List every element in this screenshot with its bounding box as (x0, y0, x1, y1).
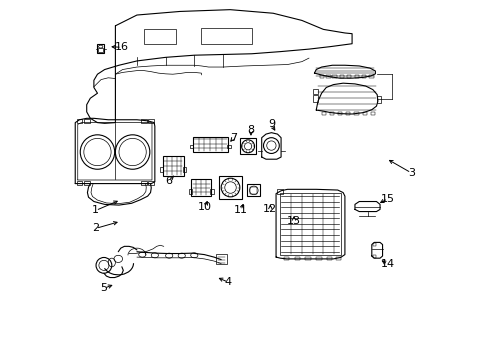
Text: 15: 15 (380, 194, 394, 204)
Bar (191, 179, 211, 197)
Bar (368, 75, 373, 78)
Bar (97, 44, 104, 53)
Bar (335, 257, 341, 260)
Bar (83, 181, 89, 185)
Text: 14: 14 (380, 259, 394, 269)
Bar (346, 112, 350, 115)
Bar (321, 112, 325, 115)
Bar (372, 255, 376, 258)
Bar (192, 137, 227, 152)
Bar (362, 112, 366, 115)
Bar (372, 243, 376, 246)
Bar (316, 257, 321, 260)
Bar (294, 257, 300, 260)
Bar (240, 138, 255, 154)
Bar (183, 167, 186, 172)
Bar (226, 145, 230, 148)
Bar (83, 119, 89, 123)
Bar (284, 257, 289, 260)
Bar (279, 193, 341, 255)
Text: 5: 5 (100, 283, 107, 293)
Bar (362, 75, 366, 78)
Bar (376, 96, 381, 103)
Text: 2: 2 (92, 224, 99, 233)
Bar (210, 189, 214, 194)
Bar (215, 254, 226, 264)
Text: 4: 4 (224, 277, 231, 287)
Bar (247, 184, 260, 197)
Bar (189, 145, 193, 148)
Bar (98, 48, 103, 51)
Bar (219, 176, 241, 199)
Text: 3: 3 (407, 168, 414, 178)
Text: 12: 12 (263, 204, 277, 215)
Text: 10: 10 (198, 202, 212, 212)
Text: 9: 9 (267, 120, 274, 129)
Bar (276, 189, 283, 194)
Bar (160, 167, 163, 172)
Bar (144, 30, 176, 44)
Bar (201, 28, 251, 44)
Bar (319, 75, 324, 78)
Bar (354, 75, 359, 78)
Text: 16: 16 (115, 42, 129, 52)
Bar (313, 95, 317, 102)
Bar (163, 156, 183, 176)
Text: 6: 6 (164, 176, 172, 186)
Bar (141, 181, 147, 185)
Bar (354, 112, 358, 115)
Bar (250, 187, 257, 194)
Bar (77, 119, 82, 123)
Bar (326, 257, 332, 260)
Bar (77, 181, 82, 185)
Bar (337, 112, 342, 115)
Bar (148, 181, 154, 185)
Bar (305, 257, 310, 260)
Bar (313, 89, 317, 94)
Text: 1: 1 (92, 206, 99, 216)
Bar (329, 112, 333, 115)
Bar (141, 119, 147, 123)
Bar (332, 75, 336, 78)
Bar (148, 119, 154, 123)
Text: 8: 8 (247, 125, 254, 135)
Bar (325, 75, 330, 78)
Text: 7: 7 (230, 133, 237, 143)
Text: 13: 13 (286, 216, 301, 226)
Bar (188, 189, 192, 194)
Bar (346, 75, 350, 78)
Bar (370, 112, 374, 115)
Bar (339, 75, 343, 78)
Text: 11: 11 (233, 206, 247, 216)
